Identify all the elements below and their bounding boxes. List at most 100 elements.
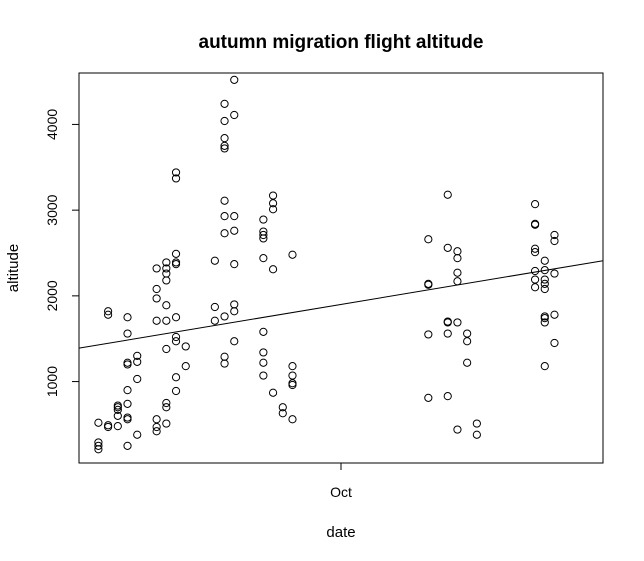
data-point bbox=[181, 342, 190, 351]
data-point bbox=[171, 373, 181, 382]
data-point bbox=[171, 313, 181, 322]
data-point bbox=[550, 310, 559, 319]
plot-frame bbox=[78, 72, 604, 464]
data-point bbox=[259, 215, 268, 224]
data-point bbox=[453, 268, 462, 277]
data-point bbox=[123, 329, 132, 338]
data-point bbox=[152, 316, 161, 325]
data-point bbox=[530, 275, 540, 284]
data-point bbox=[443, 329, 452, 338]
data-point bbox=[152, 415, 161, 424]
x-axis-label: date bbox=[326, 524, 355, 541]
data-point bbox=[171, 337, 181, 346]
data-point bbox=[453, 247, 462, 256]
data-point bbox=[220, 312, 229, 321]
data-point bbox=[259, 348, 268, 357]
data-point bbox=[540, 362, 549, 371]
data-point bbox=[540, 256, 549, 265]
data-point bbox=[550, 236, 559, 246]
data-point bbox=[453, 425, 462, 434]
data-point bbox=[210, 302, 219, 312]
data-point bbox=[540, 314, 549, 323]
data-point bbox=[113, 411, 122, 420]
data-point bbox=[530, 200, 540, 209]
data-point bbox=[152, 422, 161, 432]
data-point bbox=[424, 280, 433, 289]
data-point bbox=[220, 116, 229, 126]
data-point bbox=[210, 256, 219, 265]
data-point bbox=[220, 359, 229, 368]
data-point bbox=[171, 174, 181, 183]
data-point bbox=[278, 409, 287, 418]
data-point bbox=[220, 99, 229, 108]
data-point bbox=[288, 415, 297, 424]
x-axis: Oct bbox=[330, 463, 352, 500]
data-point bbox=[268, 388, 278, 397]
data-point bbox=[530, 220, 540, 229]
data-point bbox=[220, 212, 229, 221]
data-point bbox=[443, 318, 452, 327]
data-point bbox=[162, 258, 171, 267]
data-point bbox=[424, 235, 433, 244]
data-point bbox=[171, 386, 181, 396]
data-point bbox=[104, 307, 113, 316]
data-point bbox=[288, 380, 297, 390]
data-point bbox=[550, 230, 559, 240]
data-point bbox=[463, 329, 472, 338]
data-point bbox=[259, 230, 268, 240]
data-point bbox=[171, 258, 181, 267]
data-point bbox=[443, 392, 452, 401]
y-tick-label: 3000 bbox=[44, 194, 60, 225]
data-point bbox=[259, 234, 268, 243]
data-point bbox=[123, 413, 132, 422]
data-point bbox=[123, 358, 132, 367]
data-point bbox=[210, 316, 219, 325]
data-point bbox=[162, 269, 171, 278]
data-point bbox=[540, 284, 549, 294]
data-point bbox=[104, 421, 113, 430]
chart-title: autumn migration flight altitude bbox=[199, 32, 484, 53]
data-point bbox=[152, 427, 161, 436]
data-point bbox=[550, 338, 559, 348]
data-point bbox=[230, 300, 239, 309]
data-point bbox=[259, 327, 268, 336]
data-point bbox=[268, 205, 278, 214]
data-point bbox=[220, 229, 229, 238]
y-tick-label: 4000 bbox=[44, 109, 60, 140]
data-point bbox=[171, 168, 181, 177]
data-point bbox=[123, 415, 132, 424]
data-point bbox=[230, 226, 239, 235]
data-point bbox=[123, 441, 132, 450]
data-point bbox=[268, 199, 278, 208]
data-point bbox=[230, 307, 239, 316]
data-point bbox=[540, 275, 549, 284]
data-point bbox=[152, 284, 161, 294]
data-point bbox=[530, 248, 540, 257]
data-point bbox=[162, 398, 171, 408]
data-point bbox=[113, 422, 122, 431]
y-axis-label: altitude bbox=[5, 244, 22, 292]
data-point bbox=[472, 419, 481, 428]
data-point bbox=[133, 374, 142, 384]
data-point bbox=[268, 191, 278, 200]
data-point bbox=[220, 144, 229, 153]
data-point bbox=[123, 313, 132, 322]
data-point bbox=[123, 360, 132, 369]
data-point bbox=[288, 379, 297, 388]
data-point bbox=[259, 371, 268, 380]
data-point bbox=[230, 110, 239, 120]
data-point bbox=[152, 264, 161, 273]
y-tick-label: 1000 bbox=[44, 366, 60, 397]
data-point bbox=[230, 260, 239, 269]
data-point bbox=[94, 441, 103, 450]
data-points bbox=[94, 75, 559, 454]
data-point bbox=[453, 254, 462, 263]
data-point bbox=[463, 337, 472, 346]
data-point bbox=[530, 266, 540, 276]
data-point bbox=[162, 344, 171, 354]
data-point bbox=[220, 134, 229, 143]
data-point bbox=[152, 294, 161, 303]
data-point bbox=[443, 190, 452, 199]
